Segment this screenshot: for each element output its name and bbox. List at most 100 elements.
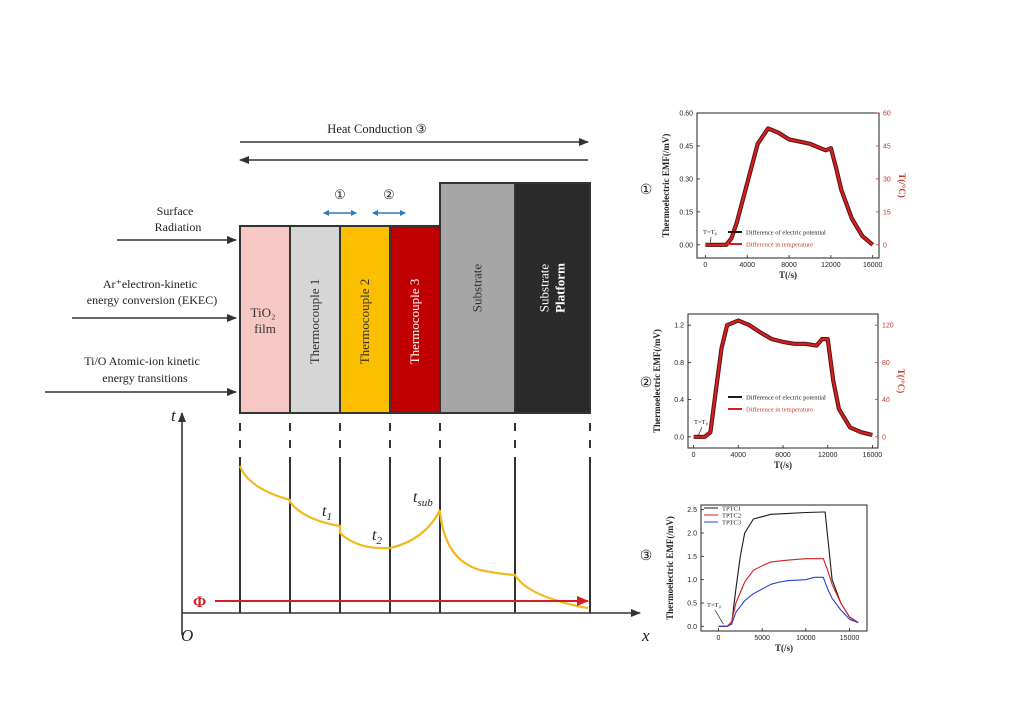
chart-1-frame [696, 112, 880, 259]
layer-2-label: Thermocouple 1 [307, 279, 322, 365]
chart-2-legend-label-2: Difference in temperature [746, 406, 813, 413]
chart-1-ytick-label-0: 0.00 [679, 242, 693, 249]
atomic-label-1: Ti/O Atomic-ion kinetic [84, 354, 200, 368]
chart-1-xtick-label-0: 0 [703, 262, 707, 269]
chart-2-annotation-pointer [698, 426, 703, 435]
chart-1-xtick-label-1: 4000 [739, 262, 755, 269]
ekec-label-1: Ar⁺electron-kinetic [103, 277, 197, 291]
chart-1-xlabel: T(/s) [779, 270, 797, 280]
chart-3-marker: ③ [640, 549, 653, 564]
chart-1-series-1 [705, 126, 875, 247]
surface-radiation-label-2: Radiation [155, 220, 202, 234]
chart-2-ytick-label-2: 0.8 [674, 360, 684, 367]
chart-2-xtick-label-4: 16000 [863, 452, 883, 459]
chart-3-legend-label-2: TPTC2 [722, 512, 741, 519]
chart-1-ytick-label-3: 0.45 [679, 143, 693, 150]
chart-3-xtick-label-1: 5000 [754, 635, 770, 642]
chart-3-ytick-label-5: 2.5 [687, 507, 697, 514]
t2-label: t2 [372, 527, 382, 547]
chart-2-series-2 [693, 319, 873, 438]
chart-3-series-3 [718, 576, 859, 627]
chart-1-series-2 [705, 127, 874, 246]
layer-4 [389, 225, 441, 414]
chart-3-xlabel: T(/s) [775, 643, 793, 653]
chart-3-annotation: T=T₀ [707, 602, 721, 609]
chart-3-ytick-label-3: 1.5 [687, 554, 697, 561]
chart-2-xtick-label-0: 0 [692, 452, 696, 459]
chart-3-series-1 [718, 511, 859, 627]
chart-1-y2tick-label-1: 15 [883, 209, 891, 216]
chart-1-ytick-label-2: 0.30 [679, 176, 693, 183]
heat-conduction-label: Heat Conduction ③ [327, 122, 426, 136]
chart-3-series-2 [718, 558, 859, 627]
t-axis-label: t [171, 406, 177, 425]
chart-2-legend-label-1: Difference of electric potential [746, 394, 826, 401]
chart-1-y2tick-label-4: 60 [883, 111, 891, 118]
layer-3 [339, 225, 391, 414]
layer-6 [514, 182, 591, 414]
chart-3-ylabel: Thermoelectric EMF(/mV) [665, 516, 675, 620]
chart-2-marker: ② [640, 376, 653, 391]
layer-5 [439, 182, 516, 414]
chart-3: ③ 0 5000 10000 15000 0.0 0.5 1.0 1.5 2.0 2.5 T(/s) T… [640, 504, 868, 653]
layer-6-label: Substrate [537, 264, 552, 313]
layer-1-label-2: film [254, 321, 276, 336]
chart-1-y2label: T(/°C) [897, 173, 907, 198]
chart-1-xtick-label-2: 8000 [781, 262, 797, 269]
layer-6-label-2: Platform [553, 263, 568, 313]
chart-3-ytick-label-1: 0.5 [687, 601, 697, 608]
chart-1-xtick-label-3: 12000 [821, 262, 841, 269]
chart-3-frame [700, 504, 868, 632]
mode-marker-1: ① [334, 187, 346, 202]
chart-2-y2tick-label-1: 40 [882, 397, 890, 404]
layer-1-label: TiO₂ [250, 305, 275, 320]
x-axis-label: x [641, 626, 650, 645]
surface-radiation-label-1: Surface [157, 204, 194, 218]
chart-1-y2tick-label-2: 30 [883, 176, 891, 183]
chart-1-ytick-label-1: 0.15 [679, 209, 693, 216]
chart-1-legend-label-1: Difference of electric potential [746, 229, 826, 236]
chart-2-y2label: T(/°C) [896, 369, 906, 394]
layer-5-label: Substrate [470, 264, 485, 313]
chart-2-xlabel: T(/s) [774, 460, 792, 470]
chart-1-ylabel: Thermoelectric EMF(/mV) [661, 134, 671, 238]
atomic-label-2: energy transitions [102, 371, 188, 385]
chart-3-ytick-label-0: 0.0 [687, 624, 697, 631]
chart-1-legend-label-2: Difference in temperature [746, 241, 813, 248]
mode-marker-2: ② [383, 187, 395, 202]
temperature-profile-curve [238, 465, 589, 610]
chart-2-ytick-label-0: 0.0 [674, 434, 684, 441]
chart-2-annotation: T=T₀ [694, 419, 708, 426]
chart-2-ytick-label-1: 0.4 [674, 397, 684, 404]
chart-2-ytick-label-3: 1.2 [674, 323, 684, 330]
chart-3-xtick-label-3: 15000 [840, 635, 860, 642]
chart-3-ytick-label-2: 1.0 [687, 577, 697, 584]
chart-1-annotation: T=T₀ [703, 229, 717, 236]
emf-charts: ①0 4000 8000 12000 160000.000.150.300.450.60… [640, 111, 907, 654]
chart-1-ytick-label-4: 0.60 [679, 111, 693, 118]
chart-2-y2tick-label-0: 0 [882, 434, 886, 441]
tsub-label: tsub [413, 489, 433, 509]
chart-2-xtick-label-1: 4000 [731, 452, 747, 459]
origin-label: O [181, 626, 193, 645]
chart-1-xtick-label-4: 16000 [863, 262, 883, 269]
layer-3-label: Thermocouple 2 [357, 279, 372, 365]
chart-1-marker: ① [640, 183, 653, 198]
flux-label: Φ [193, 594, 206, 611]
chart-2-y2tick-label-2: 80 [882, 360, 890, 367]
chart-1: ① 0 4000 8000 12000 16000 0.00 0.15 0.30 0.45 0.60… [640, 111, 907, 281]
chart-2-xtick-label-3: 12000 [818, 452, 838, 459]
ekec-label-2: energy conversion (EKEC) [87, 293, 217, 307]
chart-3-xtick-label-0: 0 [717, 635, 721, 642]
chart-2-y2tick-label-3: 120 [882, 323, 894, 330]
chart-3-legend-label-3: TPTC3 [722, 519, 741, 526]
chart-2-xtick-label-2: 8000 [775, 452, 791, 459]
layer-1 [239, 225, 291, 414]
chart-1-y2tick-label-3: 45 [883, 143, 891, 150]
chart-3-legend-label-1: TPTC1 [722, 505, 741, 512]
layer-2 [289, 225, 341, 414]
chart-2-ylabel: Thermoelectric EMF(/mV) [652, 329, 662, 433]
chart-1-annotation-pointer [710, 236, 712, 243]
